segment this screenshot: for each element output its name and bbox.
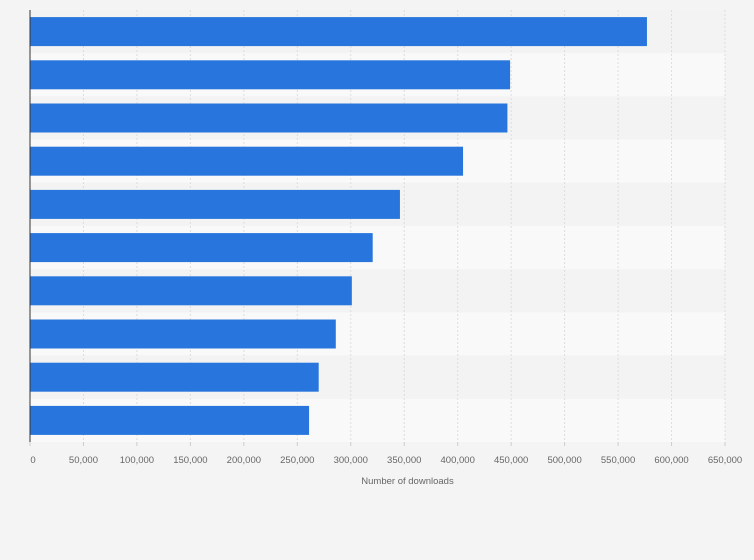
bar [30,405,310,435]
x-tick-label: 600,000 [654,455,688,466]
bar [30,146,464,176]
x-axis-title: Number of downloads [361,476,454,487]
bar [30,60,511,90]
x-tick-label: 500,000 [547,455,581,466]
x-tick-label: 550,000 [601,455,635,466]
x-tick-label: 350,000 [387,455,421,466]
x-axis-ticks: 0 50,000 100,000 150,000 200,000 250,000 300,0… [29,442,742,466]
bar [30,233,373,263]
bar [30,362,319,392]
bar [30,189,400,219]
x-tick-label: 100,000 [120,455,154,466]
x-tick-label: 650,000 [708,455,742,466]
x-tick-label: 200,000 [227,455,261,466]
x-tick-label: 250,000 [280,455,314,466]
x-tick-label: 150,000 [173,455,207,466]
x-tick-label: 50,000 [69,455,98,466]
bar [30,276,352,306]
bars [30,17,647,435]
x-tick-label: 300,000 [334,455,368,466]
x-tick-label: 450,000 [494,455,528,466]
bar [30,17,647,47]
bar [30,319,336,349]
bar [30,103,508,133]
x-tick-label: 400,000 [441,455,475,466]
x-tick-label: 0 [30,455,35,466]
